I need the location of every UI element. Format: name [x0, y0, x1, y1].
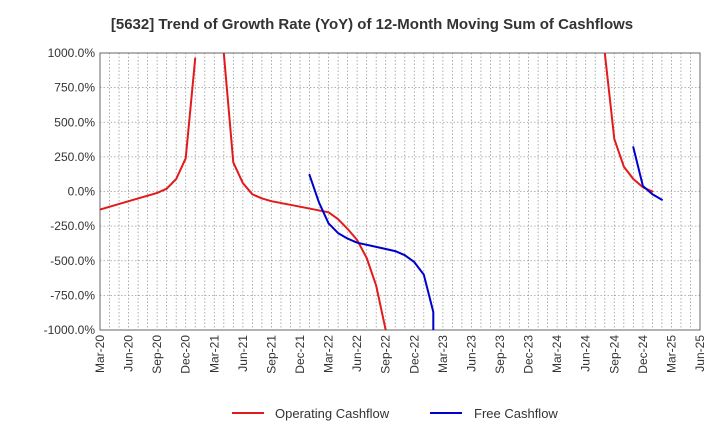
y-tick-label: -1000.0% — [44, 323, 96, 337]
x-tick-label: Sep-22 — [379, 335, 393, 374]
series-group — [100, 53, 663, 330]
x-tick-label: Sep-24 — [607, 335, 621, 374]
y-tick-label: 500.0% — [54, 115, 95, 129]
x-tick-label: Jun-22 — [350, 335, 364, 372]
free-cashflow-legend-label: Free Cashflow — [474, 406, 558, 421]
y-tick-label: 250.0% — [54, 150, 95, 164]
operating-cashflow-line — [100, 57, 197, 211]
plot-frame — [99, 52, 701, 331]
x-tick-label: Jun-24 — [579, 335, 593, 372]
free-cashflow-line — [632, 146, 663, 201]
plot-area — [100, 53, 700, 330]
x-tick-label: Dec-22 — [407, 335, 421, 374]
free-cashflow-line — [308, 173, 435, 330]
x-tick-label: Dec-23 — [522, 335, 536, 374]
x-tick-label: Sep-20 — [150, 335, 164, 374]
x-tick-label: Jun-25 — [693, 335, 707, 372]
y-tick-label: 1000.0% — [48, 46, 96, 60]
x-tick-label: Mar-25 — [664, 335, 678, 373]
x-tick-label: Mar-21 — [207, 335, 221, 373]
y-tick-label: -250.0% — [50, 219, 95, 233]
operating-cashflow-legend-label: Operating Cashflow — [275, 406, 390, 421]
x-tick-label: Sep-23 — [493, 335, 507, 374]
x-tick-label: Mar-24 — [550, 335, 564, 373]
x-tick-label: Mar-20 — [93, 335, 107, 373]
y-tick-label: -500.0% — [50, 254, 95, 268]
x-tick-label: Jun-23 — [464, 335, 478, 372]
y-tick-label: 0.0% — [68, 185, 96, 199]
y-tick-label: 750.0% — [54, 81, 95, 95]
chart-title: [5632] Trend of Growth Rate (YoY) of 12-… — [111, 16, 633, 33]
y-tick-label: -750.0% — [50, 288, 95, 302]
x-tick-label: Dec-20 — [179, 335, 193, 374]
x-tick-label: Jun-21 — [236, 335, 250, 372]
x-tick-label: Dec-21 — [293, 335, 307, 374]
x-tick-label: Sep-21 — [264, 335, 278, 374]
operating-cashflow-line — [222, 53, 387, 330]
x-tick-label: Mar-22 — [322, 335, 336, 373]
x-tick-label: Jun-20 — [122, 335, 136, 372]
x-tick-label: Mar-23 — [436, 335, 450, 373]
x-tick-label: Dec-24 — [636, 335, 650, 374]
